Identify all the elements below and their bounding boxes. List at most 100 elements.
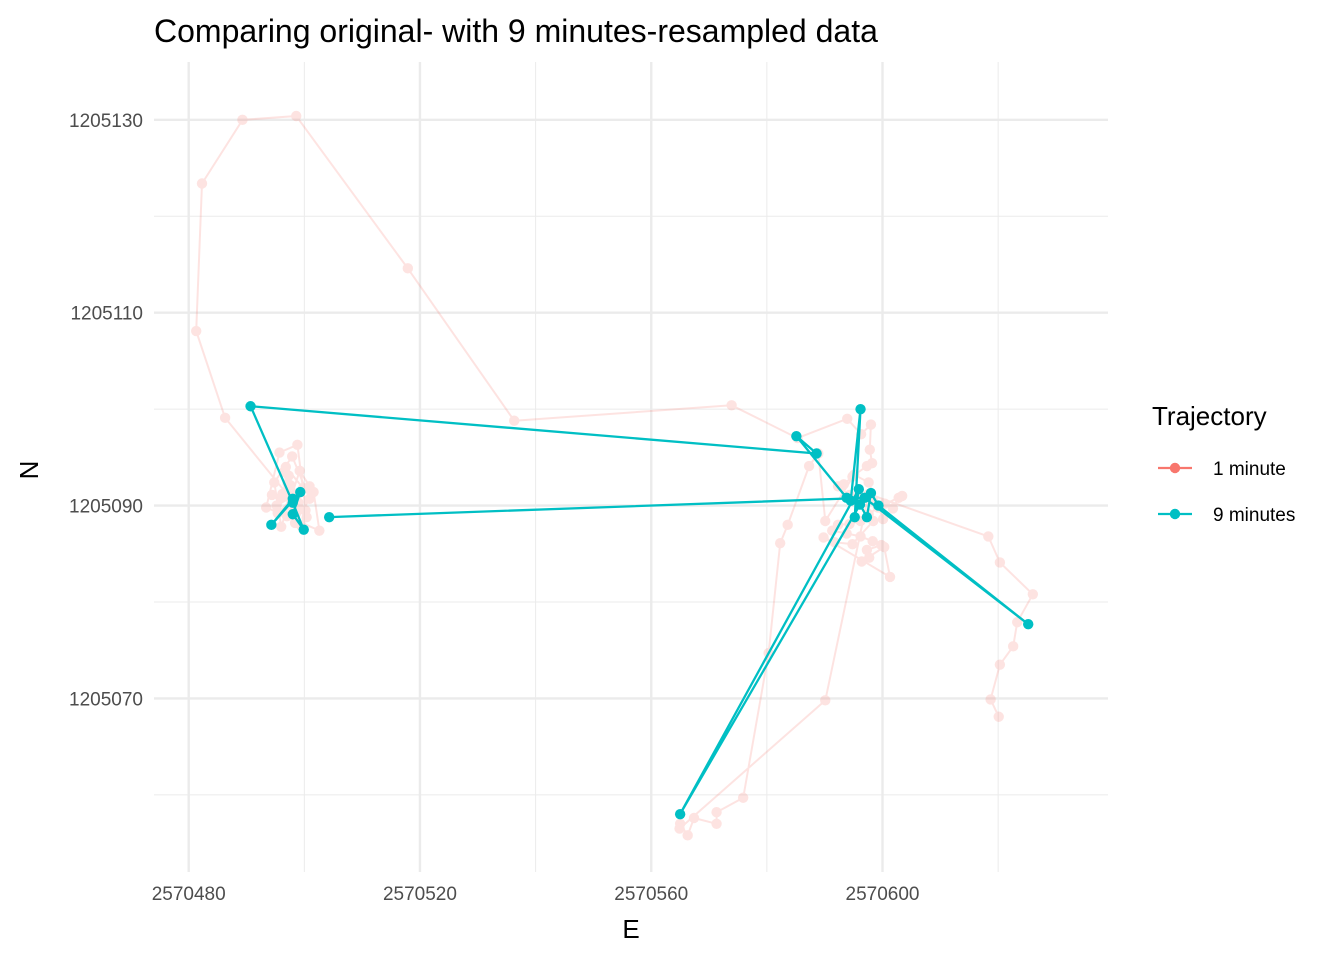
data-point: [782, 519, 793, 531]
legend-title: Trajectory: [1152, 401, 1267, 431]
data-point: [867, 536, 878, 547]
legend-key-point: [1169, 508, 1181, 520]
data-point: [280, 461, 292, 473]
data-point: [820, 515, 831, 527]
data-point: [300, 505, 311, 516]
data-point: [879, 541, 890, 553]
data-point: [726, 400, 737, 411]
series-1: [245, 401, 1034, 820]
data-point: [811, 448, 822, 459]
x-tick-label: 2570560: [614, 884, 688, 905]
data-point: [274, 447, 285, 458]
data-point: [314, 525, 325, 536]
data-point: [196, 178, 208, 189]
data-point: [803, 460, 815, 472]
data-point: [842, 413, 853, 424]
data-point: [237, 114, 248, 126]
legend-item: 9 minutes: [1158, 505, 1295, 526]
data-point: [1027, 589, 1039, 600]
data-point: [269, 477, 280, 488]
data-point: [896, 490, 908, 502]
data-point: [304, 481, 315, 492]
legend-label: 9 minutes: [1213, 505, 1295, 526]
data-point: [682, 830, 693, 841]
data-point: [887, 503, 899, 514]
y-axis-title: N: [14, 461, 44, 480]
data-point: [845, 495, 856, 506]
data-point: [291, 110, 302, 122]
legend: Trajectory 1 minute 9 minutes: [1152, 401, 1295, 526]
legend-label: 1 minute: [1213, 459, 1286, 480]
data-point: [509, 415, 520, 426]
data-point: [277, 488, 288, 500]
data-point: [287, 497, 298, 508]
data-point: [294, 465, 305, 477]
data-point: [402, 263, 414, 274]
legend-key-point: [1169, 462, 1181, 474]
data-point: [301, 511, 312, 523]
data-point: [993, 711, 1004, 722]
y-tick-label: 1205110: [70, 304, 143, 325]
data-point: [983, 531, 994, 542]
legend-items: 1 minute 9 minutes: [1158, 459, 1295, 526]
data-point: [276, 521, 287, 532]
legend-item: 1 minute: [1158, 459, 1286, 480]
data-point: [1007, 641, 1019, 652]
x-tick-label: 2570480: [152, 884, 226, 905]
data-point: [861, 511, 873, 523]
data-point: [266, 519, 277, 531]
data-point: [287, 509, 298, 520]
y-tick-label: 1205090: [69, 497, 143, 518]
data-point: [855, 403, 866, 415]
data-point: [245, 401, 256, 412]
chart-title: Comparing original- with 9 minutes-resam…: [154, 13, 878, 49]
data-point: [818, 532, 829, 543]
series-line: [195, 115, 1034, 837]
data-point: [308, 486, 319, 498]
data-point: [859, 492, 870, 504]
data-point: [711, 807, 722, 818]
data-point: [893, 492, 904, 504]
data-point: [283, 470, 294, 481]
series-layer: [191, 110, 1039, 841]
data-point: [711, 818, 722, 829]
data-point: [877, 513, 889, 525]
data-point: [864, 552, 875, 563]
data-point: [191, 325, 202, 337]
data-point: [838, 479, 849, 490]
data-point: [271, 500, 282, 511]
data-point: [863, 477, 874, 488]
data-point: [260, 502, 272, 513]
data-point: [298, 524, 309, 535]
data-point: [994, 659, 1006, 670]
data-point: [292, 439, 303, 451]
x-axis-title: E: [622, 914, 639, 944]
data-point: [861, 544, 873, 556]
x-tick-label: 2570600: [846, 884, 920, 905]
data-point: [791, 430, 802, 442]
data-point: [285, 480, 296, 491]
data-point: [286, 451, 298, 462]
data-point: [688, 812, 700, 824]
data-point: [674, 823, 685, 834]
series-0: [191, 110, 1039, 841]
data-point: [674, 808, 686, 820]
data-point: [853, 483, 865, 495]
data-point: [864, 444, 875, 455]
data-point: [866, 457, 878, 469]
data-point: [295, 486, 306, 498]
y-tick-label: 1205130: [69, 111, 143, 132]
data-point: [219, 412, 231, 424]
data-point: [847, 538, 858, 550]
data-point: [304, 493, 315, 505]
data-point: [323, 511, 335, 523]
data-point: [266, 489, 278, 501]
data-point: [884, 571, 896, 583]
data-point: [855, 531, 866, 542]
data-point: [849, 511, 860, 523]
data-point: [820, 695, 831, 706]
data-point: [737, 792, 749, 803]
ticks-layer: 2570480 2570520 2570560 2570600 1205070 12050…: [69, 111, 919, 905]
data-point: [865, 419, 877, 430]
